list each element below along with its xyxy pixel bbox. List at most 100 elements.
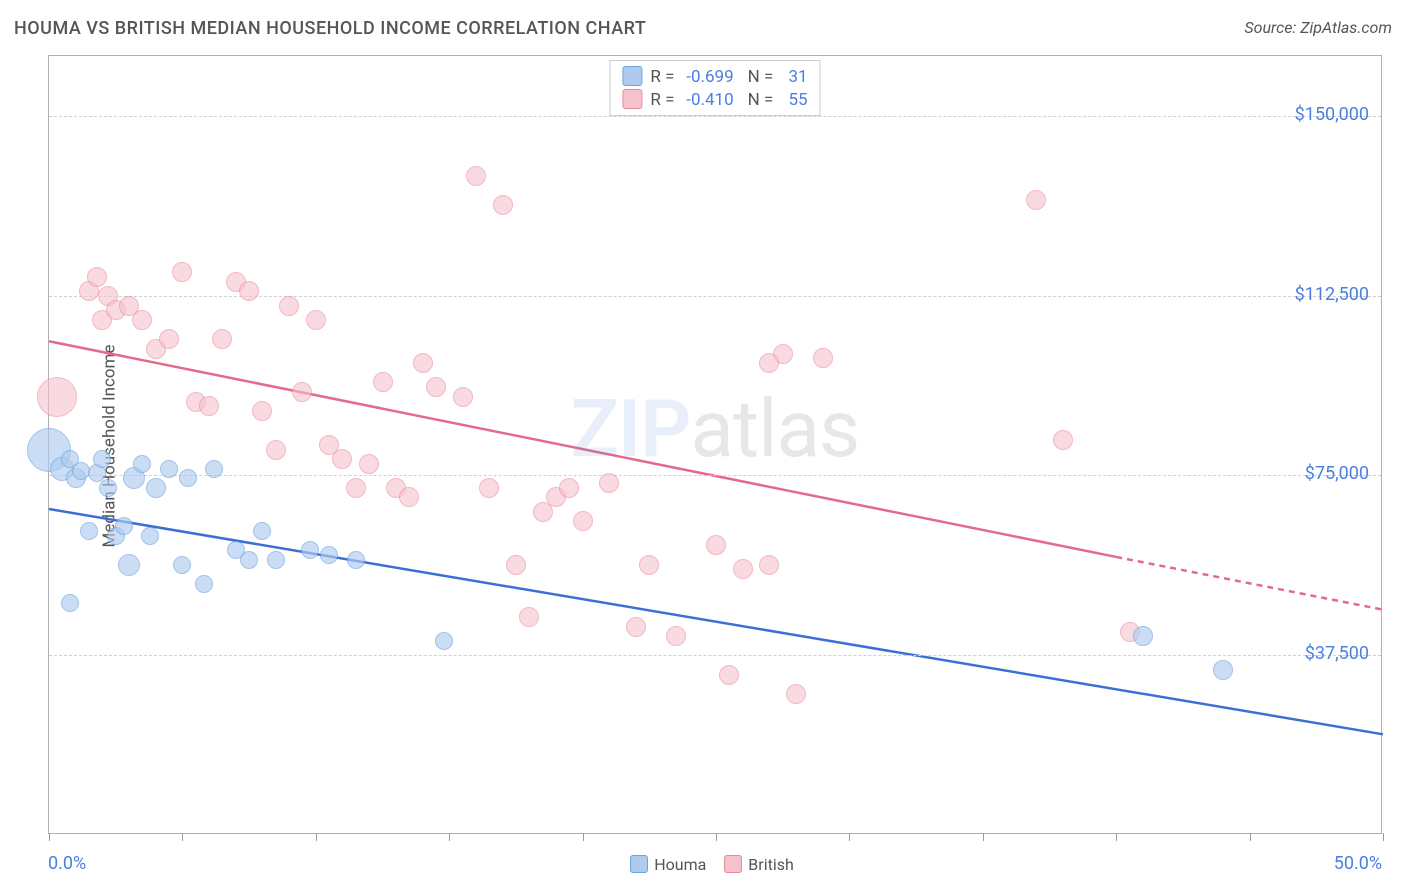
houma-point	[347, 551, 365, 569]
x-tick	[716, 833, 717, 841]
x-tick	[49, 833, 50, 841]
british-point	[359, 454, 379, 474]
r-label: R =	[650, 90, 678, 110]
houma-point	[435, 632, 453, 650]
british-point	[266, 440, 286, 460]
series-legend: Houma British	[0, 855, 1406, 874]
british-point	[87, 267, 107, 287]
british-point	[519, 607, 539, 627]
n-value: 55	[778, 90, 808, 110]
british-point	[759, 555, 779, 575]
british-point	[426, 377, 446, 397]
british-point	[212, 329, 232, 349]
y-tick-label: $37,500	[1305, 643, 1369, 664]
houma-point	[133, 455, 151, 473]
houma-point	[267, 551, 285, 569]
british-point	[573, 511, 593, 531]
x-tick	[583, 833, 584, 841]
houma-point	[115, 517, 133, 535]
british-point	[399, 487, 419, 507]
r-value: -0.410	[679, 90, 734, 110]
n-label: N =	[748, 67, 778, 87]
houma-point	[195, 575, 213, 593]
british-point	[373, 372, 393, 392]
houma-point	[240, 551, 258, 569]
legend-label: Houma	[654, 855, 706, 874]
stats-swatch	[622, 89, 642, 109]
british-point	[786, 684, 806, 704]
x-tick	[983, 833, 984, 841]
stats-swatch	[622, 66, 642, 86]
legend-swatch	[630, 855, 648, 873]
houma-point	[146, 478, 166, 498]
chart-plot-area: ZIPatlas R = -0.699N = 31R = -0.410N = 5…	[48, 55, 1382, 834]
british-point	[239, 281, 259, 301]
british-point	[493, 195, 513, 215]
british-point	[479, 478, 499, 498]
houma-point	[179, 469, 197, 487]
british-point	[599, 473, 619, 493]
british-point	[199, 396, 219, 416]
british-point	[252, 401, 272, 421]
x-tick	[1250, 833, 1251, 841]
british-point	[159, 329, 179, 349]
british-point	[666, 626, 686, 646]
source-attribution: Source: ZipAtlas.com	[1244, 18, 1392, 37]
r-label: R =	[650, 67, 678, 87]
x-tick	[449, 833, 450, 841]
british-point	[279, 296, 299, 316]
n-value: 31	[778, 67, 808, 87]
british-point	[1053, 430, 1073, 450]
stats-row: R = -0.410 N = 55	[622, 88, 807, 111]
british-point	[37, 377, 77, 417]
r-value: -0.699	[679, 67, 734, 87]
houma-point	[141, 527, 159, 545]
british-point	[733, 559, 753, 579]
legend-swatch	[724, 855, 742, 873]
british-point	[719, 665, 739, 685]
british-point	[172, 262, 192, 282]
x-tick	[316, 833, 317, 841]
n-label: N =	[748, 90, 778, 110]
x-tick	[1116, 833, 1117, 841]
british-point	[346, 478, 366, 498]
legend-label: British	[748, 855, 793, 874]
british-point	[453, 387, 473, 407]
trend-lines-layer	[49, 56, 1381, 833]
gridline	[49, 116, 1381, 117]
houma-point	[1213, 660, 1233, 680]
houma-point	[320, 546, 338, 564]
british-point	[466, 166, 486, 186]
chart-title: HOUMA VS BRITISH MEDIAN HOUSEHOLD INCOME…	[14, 18, 646, 39]
houma-point	[93, 450, 111, 468]
houma-point	[173, 556, 191, 574]
houma-point	[1133, 626, 1153, 646]
gridline	[49, 655, 1381, 656]
british-point	[132, 310, 152, 330]
british-point	[506, 555, 526, 575]
houma-point	[205, 460, 223, 478]
gridline	[49, 475, 1381, 476]
x-tick	[1383, 833, 1384, 841]
x-tick	[182, 833, 183, 841]
houma-point	[253, 522, 271, 540]
y-tick-label: $75,000	[1305, 463, 1369, 484]
british-point	[639, 555, 659, 575]
houma-point	[80, 522, 98, 540]
british-point	[626, 617, 646, 637]
trend-line	[1116, 557, 1383, 610]
british-point	[413, 353, 433, 373]
british-point	[759, 353, 779, 373]
houma-point	[118, 554, 140, 576]
british-point	[332, 449, 352, 469]
british-point	[306, 310, 326, 330]
correlation-stats-box: R = -0.699 N = 31 R = -0.410 N = 55	[609, 60, 820, 116]
x-tick	[849, 833, 850, 841]
houma-point	[99, 479, 117, 497]
houma-point	[160, 460, 178, 478]
houma-point	[61, 594, 79, 612]
british-point	[559, 478, 579, 498]
houma-point	[301, 541, 319, 559]
y-tick-label: $112,500	[1295, 284, 1369, 305]
chart-header: HOUMA VS BRITISH MEDIAN HOUSEHOLD INCOME…	[14, 18, 1392, 39]
